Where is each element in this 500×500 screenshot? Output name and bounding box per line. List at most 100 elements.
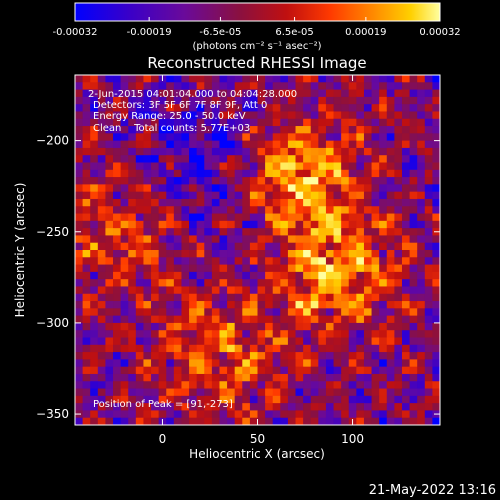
heatmap-cell: [386, 242, 395, 251]
heatmap-cell: [432, 213, 441, 222]
heatmap-cell: [105, 75, 114, 83]
heatmap-cell: [151, 286, 160, 295]
heatmap-cell: [432, 301, 441, 309]
heatmap-cell: [386, 147, 395, 156]
heatmap-cell: [265, 96, 274, 105]
heatmap-cell: [189, 410, 198, 419]
heatmap-cell: [341, 82, 350, 90]
heatmap-cell: [234, 96, 243, 105]
heatmap-cell: [97, 169, 106, 178]
heatmap-cell: [204, 250, 213, 258]
heatmap-cell: [409, 403, 418, 411]
heatmap-cell: [379, 177, 388, 185]
heatmap-cell: [272, 184, 281, 193]
heatmap-cell: [341, 235, 350, 244]
heatmap-cell: [310, 417, 319, 426]
heatmap-cell: [227, 395, 236, 404]
heatmap-cell: [432, 366, 441, 375]
heatmap-cell: [135, 388, 144, 397]
heatmap-cell: [333, 111, 342, 120]
heatmap-cell: [211, 126, 220, 134]
heatmap-cell: [257, 373, 266, 382]
heatmap-cell: [295, 184, 304, 193]
heatmap-cell: [227, 213, 236, 222]
heatmap-cell: [249, 366, 258, 375]
heatmap-cell: [272, 250, 281, 258]
heatmap-cell: [120, 169, 129, 178]
heatmap-cell: [181, 322, 190, 331]
heatmap-cell: [105, 228, 114, 236]
heatmap-cell: [120, 184, 129, 193]
heatmap-cell: [417, 177, 426, 185]
heatmap-cell: [196, 373, 205, 382]
heatmap-cell: [82, 410, 91, 419]
heatmap-cell: [280, 118, 289, 127]
heatmap-cell: [356, 366, 365, 375]
heatmap-cell: [295, 322, 304, 331]
heatmap-cell: [158, 220, 167, 229]
heatmap-cell: [333, 147, 342, 156]
heatmap-cell: [417, 373, 426, 382]
heatmap-cell: [295, 359, 304, 368]
heatmap-cell: [211, 75, 220, 83]
heatmap-cell: [371, 89, 380, 98]
heatmap-cell: [363, 213, 372, 222]
heatmap-cell: [196, 388, 205, 397]
heatmap-cell: [75, 279, 83, 287]
heatmap-cell: [363, 337, 372, 346]
heatmap-cell: [158, 155, 167, 163]
heatmap-cell: [310, 330, 319, 338]
heatmap-cell: [249, 104, 258, 112]
heatmap-cell: [295, 279, 304, 287]
heatmap-cell: [135, 228, 144, 236]
heatmap-cell: [394, 250, 403, 258]
heatmap-cell: [280, 271, 289, 280]
heatmap-cell: [409, 322, 418, 331]
heatmap-cell: [424, 271, 433, 280]
heatmap-cell: [227, 198, 236, 207]
heatmap-cell: [219, 330, 228, 338]
heatmap-cell: [287, 82, 296, 90]
heatmap-cell: [219, 147, 228, 156]
heatmap-cell: [242, 126, 251, 134]
heatmap-cell: [234, 155, 243, 163]
heatmap-cell: [82, 271, 91, 280]
heatmap-cell: [409, 228, 418, 236]
heatmap-cell: [120, 104, 129, 112]
heatmap-cell: [295, 257, 304, 265]
heatmap-cell: [318, 206, 327, 214]
heatmap-cell: [249, 359, 258, 368]
heatmap-cell: [90, 228, 99, 236]
heatmap-cell: [363, 322, 372, 331]
heatmap-cell: [280, 242, 289, 251]
heatmap-cell: [417, 366, 426, 375]
heatmap-cell: [432, 162, 441, 171]
heatmap-cell: [348, 177, 357, 185]
heatmap-cell: [158, 344, 167, 353]
heatmap-cell: [189, 257, 198, 265]
heatmap-cell: [143, 82, 152, 90]
heatmap-cell: [394, 286, 403, 295]
heatmap-cell: [432, 104, 441, 112]
heatmap-cell: [173, 330, 182, 338]
heatmap-cell: [333, 286, 342, 295]
heatmap-cell: [173, 191, 182, 200]
heatmap-cell: [295, 395, 304, 404]
heatmap-cell: [394, 147, 403, 156]
heatmap-cell: [158, 191, 167, 200]
y-tick-label: −250: [36, 225, 69, 239]
heatmap-cell: [90, 381, 99, 389]
heatmap-cell: [219, 352, 228, 360]
heatmap-cell: [97, 126, 106, 134]
heatmap-cell: [333, 257, 342, 265]
heatmap-cell: [257, 271, 266, 280]
heatmap-cell: [234, 198, 243, 207]
heatmap-cell: [196, 220, 205, 229]
heatmap-cell: [82, 147, 91, 156]
heatmap-cell: [394, 75, 403, 83]
heatmap-cell: [211, 330, 220, 338]
heatmap-cell: [143, 235, 152, 244]
heatmap-cell: [318, 359, 327, 368]
heatmap-cell: [211, 89, 220, 98]
heatmap-cell: [204, 301, 213, 309]
